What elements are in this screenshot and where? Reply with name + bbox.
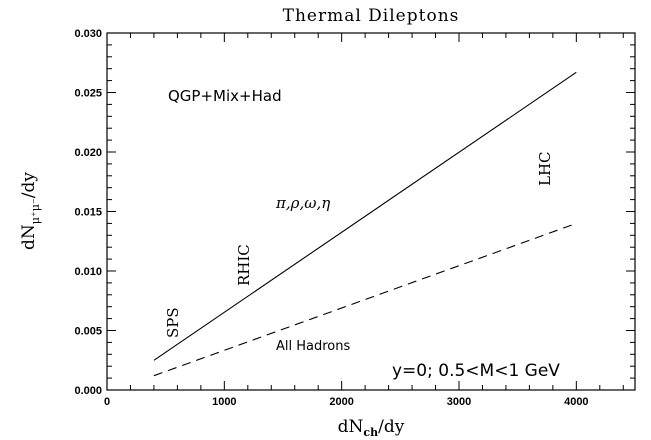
annotation-lhc: LHC — [536, 151, 554, 186]
x-tick-label: 3000 — [447, 396, 471, 408]
y-tick-label: 0.020 — [74, 147, 102, 159]
y-axis-label-sub: μ⁺μ⁻ — [29, 198, 42, 224]
x-axis-label-sub: ch — [363, 426, 378, 439]
y-tick-label: 0.000 — [74, 385, 102, 397]
annotation-model: QGP+Mix+Had — [168, 87, 282, 105]
x-tick-label: 4000 — [564, 396, 588, 408]
axis-ticks — [106, 32, 635, 391]
series-line-all-hadrons — [153, 222, 577, 377]
x-tick-label: 2000 — [329, 396, 353, 408]
x-tick-labels: 0 1000 2000 3000 4000 — [104, 396, 589, 408]
x-tick-label: 0 — [104, 396, 110, 408]
x-axis-label: dNch/dy — [338, 417, 405, 439]
x-tick-label: 1000 — [212, 396, 236, 408]
y-axis-label-tail: /dy — [19, 172, 39, 199]
chart-title: Thermal Dileptons — [283, 6, 460, 26]
y-tick-label: 0.015 — [74, 207, 102, 219]
y-axis-label: dNμ⁺μ⁻/dy — [19, 172, 42, 250]
y-tick-labels: 0.000 0.005 0.010 0.015 0.020 0.025 0.030 — [74, 28, 102, 397]
y-tick-label: 0.030 — [74, 28, 102, 40]
series-group — [153, 71, 577, 377]
series-line-qgp-mix-had — [153, 71, 577, 361]
y-tick-label: 0.010 — [74, 266, 102, 278]
annotation-rhic: RHIC — [235, 244, 253, 286]
annotation-mesons: π,ρ,ω,η — [275, 194, 330, 212]
y-tick-label: 0.005 — [74, 326, 102, 338]
annotation-sps: SPS — [164, 307, 182, 338]
y-tick-label: 0.025 — [74, 88, 102, 100]
annotation-conditions: y=0; 0.5<M<1 GeV — [392, 361, 560, 381]
x-axis-label-tail: /dy — [378, 417, 405, 437]
annotation-all-hadrons: All Hadrons — [276, 339, 350, 354]
